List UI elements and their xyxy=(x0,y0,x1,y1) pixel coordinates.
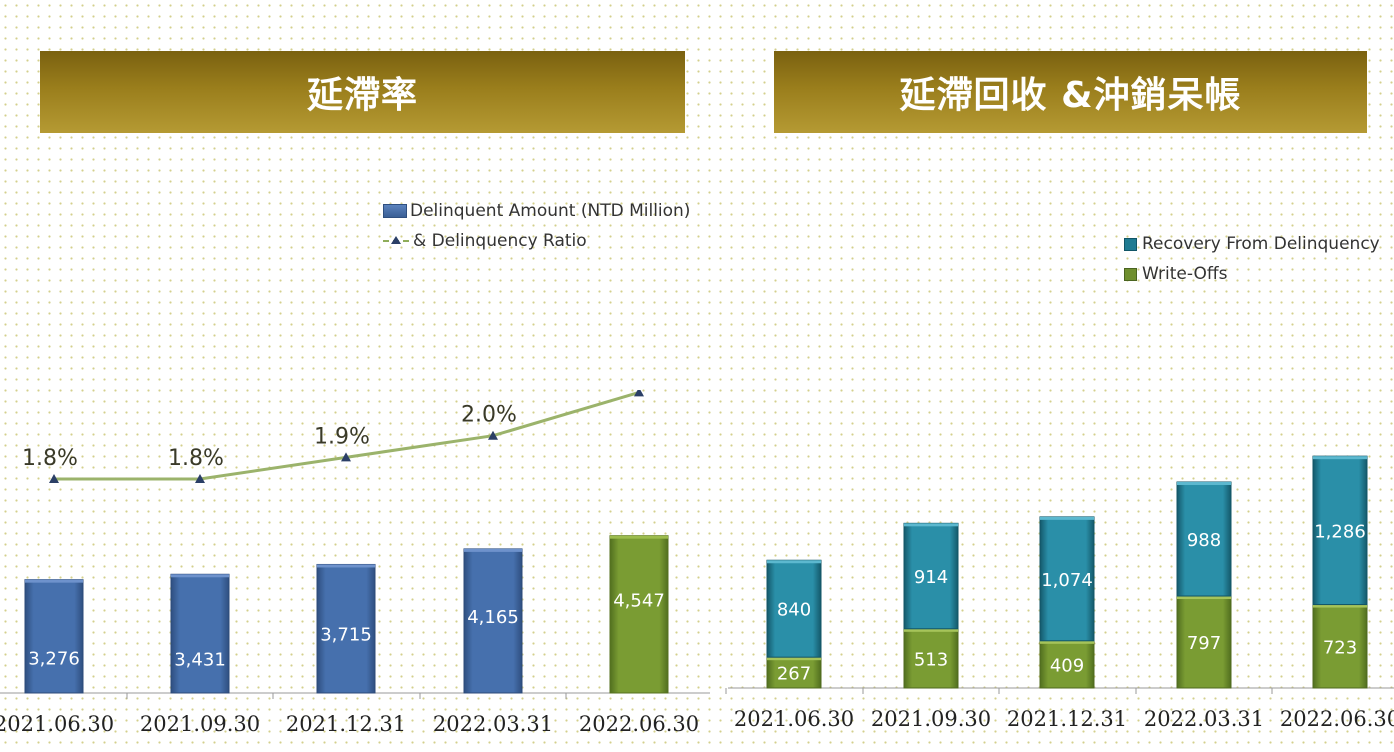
bar-top-highlight xyxy=(317,564,375,568)
bar-value-label: 4,547 xyxy=(613,590,665,611)
bar-writeoffs xyxy=(1312,604,1368,689)
legend-label-writeoffs: Write-Offs xyxy=(1142,264,1228,284)
x-tick-label: 2021.12.31 xyxy=(286,712,406,736)
ratio-value-label: 2.2% xyxy=(641,390,697,392)
bar-writeoffs xyxy=(1176,595,1232,689)
bar-delinquent-amount xyxy=(609,535,669,694)
right-chart-title: 延滯回收 &沖銷呆帳 xyxy=(899,75,1242,116)
bar-top-highlight xyxy=(904,523,958,527)
right-chart-legend: Recovery From Delinquency Write-Offs xyxy=(1124,229,1380,289)
bar-value-label: 3,276 xyxy=(28,648,80,669)
x-tick-label: 2021.06.30 xyxy=(734,707,854,731)
recovery-value-label: 988 xyxy=(1187,530,1221,551)
bar-writeoffs xyxy=(903,628,959,689)
bar-top-highlight xyxy=(767,560,821,564)
writeoffs-value-label: 797 xyxy=(1187,633,1221,654)
writeoffs-value-label: 723 xyxy=(1323,637,1357,658)
line-marker-swatch-icon xyxy=(383,235,409,247)
bar-value-label: 3,715 xyxy=(320,625,372,646)
ratio-marker xyxy=(195,474,205,483)
bar-top-highlight xyxy=(904,628,958,632)
bar-top-highlight xyxy=(464,548,522,552)
bar-top-highlight xyxy=(1313,604,1367,608)
x-tick-label: 2022.06.30 xyxy=(579,712,699,736)
ratio-marker xyxy=(49,474,59,483)
bar-top-highlight xyxy=(1177,482,1231,486)
bar-top-highlight xyxy=(25,579,83,583)
writeoffs-value-label: 267 xyxy=(777,664,811,685)
bar-delinquent-amount xyxy=(170,573,230,694)
bar-writeoffs xyxy=(766,656,822,689)
legend-label-recovery: Recovery From Delinquency xyxy=(1142,234,1380,254)
bar-value-label: 3,431 xyxy=(174,650,226,671)
x-tick-label: 2021.09.30 xyxy=(871,707,991,731)
recovery-value-label: 840 xyxy=(777,600,811,621)
left-chart-legend: Delinquent Amount (NTD Million) & Delinq… xyxy=(383,196,690,256)
ratio-value-label: 2.0% xyxy=(461,403,517,428)
bar-top-highlight xyxy=(1040,640,1094,644)
bar-recovery xyxy=(766,559,822,658)
recovery-writeoffs-chart: 267 840 2021.06.30 513 914 2021.09.30 409 1,074… xyxy=(725,455,1394,731)
bar-delinquent-amount xyxy=(463,548,523,694)
bar-delinquent-amount xyxy=(316,563,376,694)
legend-item-delinquent-amount: Delinquent Amount (NTD Million) xyxy=(383,196,690,226)
ratio-value-label: 1.8% xyxy=(168,446,224,471)
bar-recovery xyxy=(1039,516,1095,642)
x-tick-label: 2022.03.31 xyxy=(433,712,553,736)
ratio-marker xyxy=(488,430,498,440)
legend-item-delinquency-ratio: & Delinquency Ratio xyxy=(383,226,690,256)
bar-recovery xyxy=(903,522,959,630)
teal-square-swatch-icon xyxy=(1124,237,1137,251)
writeoffs-value-label: 513 xyxy=(914,649,948,670)
bar-top-highlight xyxy=(610,535,668,539)
recovery-value-label: 1,286 xyxy=(1314,521,1366,542)
legend-label-delinquency-ratio: & Delinquency Ratio xyxy=(413,231,587,251)
delinquency-chart: 3,276 2021.06.30 3,431 2021.09.30 3,715 2021.… xyxy=(0,390,710,736)
bar-swatch-icon xyxy=(383,204,407,218)
recovery-value-label: 1,074 xyxy=(1041,570,1093,591)
bar-top-highlight xyxy=(171,574,229,578)
x-tick-label: 2021.06.30 xyxy=(0,712,114,736)
bar-top-highlight xyxy=(1040,516,1094,520)
bar-writeoffs xyxy=(1039,640,1095,689)
left-chart-title-banner: 延滯率 xyxy=(40,51,685,133)
x-tick-label: 2021.12.31 xyxy=(1007,707,1127,731)
right-chart-title-banner: 延滯回收 &沖銷呆帳 xyxy=(774,51,1367,133)
green-square-swatch-icon xyxy=(1124,267,1137,281)
bar-top-highlight xyxy=(767,657,821,661)
recovery-value-label: 914 xyxy=(914,567,948,588)
legend-item-writeoffs: Write-Offs xyxy=(1124,259,1380,289)
bar-recovery xyxy=(1176,481,1232,597)
ratio-value-label: 1.9% xyxy=(314,424,370,449)
ratio-marker xyxy=(634,390,644,397)
ratio-value-label: 1.8% xyxy=(22,446,78,471)
legend-label-delinquent-amount: Delinquent Amount (NTD Million) xyxy=(410,201,691,221)
bar-value-label: 4,165 xyxy=(467,607,519,628)
writeoffs-value-label: 409 xyxy=(1050,655,1084,676)
x-tick-label: 2022.06.30 xyxy=(1280,707,1394,731)
bar-top-highlight xyxy=(1313,456,1367,460)
bar-delinquent-amount xyxy=(24,579,84,694)
bar-top-highlight xyxy=(1177,596,1231,600)
legend-item-recovery: Recovery From Delinquency xyxy=(1124,229,1380,259)
left-chart-title: 延滯率 xyxy=(306,75,418,116)
ratio-marker xyxy=(341,452,351,462)
x-tick-label: 2021.09.30 xyxy=(140,712,260,736)
x-tick-label: 2022.03.31 xyxy=(1144,707,1264,731)
